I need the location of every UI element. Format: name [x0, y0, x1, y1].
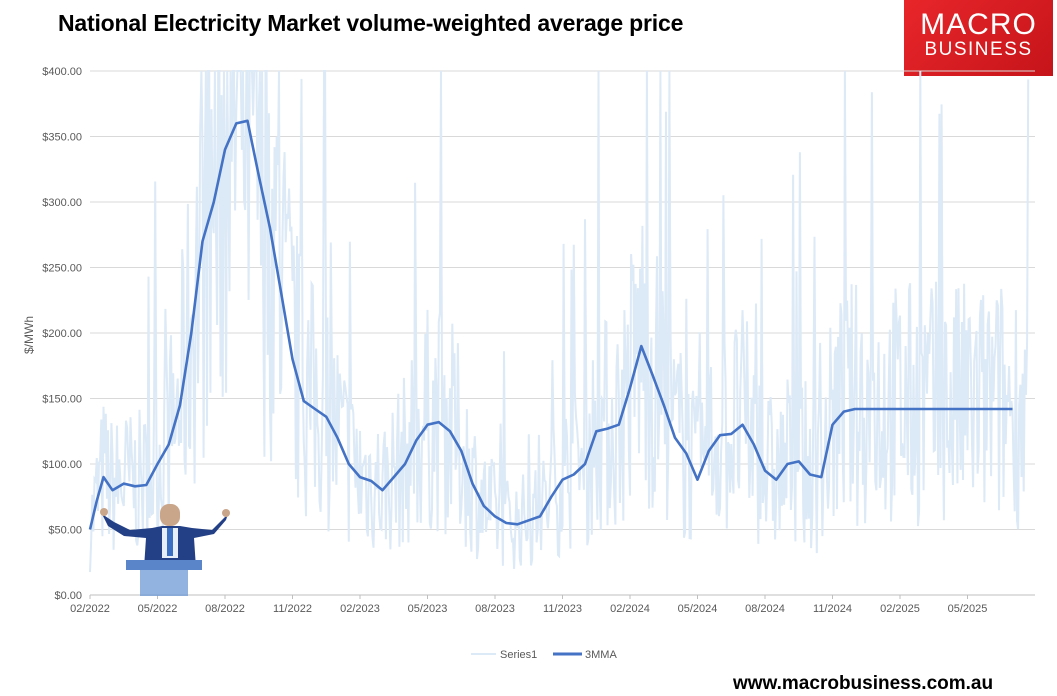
chart-title: National Electricity Market volume-weigh… — [58, 10, 684, 36]
y-tick-label: $350.00 — [42, 132, 82, 144]
y-tick-label: $400.00 — [42, 66, 82, 78]
series1-path — [89, 70, 1030, 573]
y-tick-label: $100.00 — [42, 459, 82, 471]
y-tick-label: $300.00 — [42, 197, 82, 209]
speaker-left-hand — [100, 508, 108, 516]
lectern-top — [126, 560, 202, 570]
y-axis-ticks: $0.00 $50.00 $100.00 $150.00 $200.00 $250.00 $… — [42, 66, 82, 602]
y-tick-label: $150.00 — [42, 394, 82, 406]
lectern-base — [140, 570, 188, 596]
logo-line-1: MACRO — [920, 8, 1037, 41]
x-tick-label: 02/2025 — [880, 603, 920, 615]
x-tick-label: 02/2023 — [340, 603, 380, 615]
x-tick-label: 05/2025 — [948, 603, 988, 615]
series1-line — [89, 70, 1030, 573]
x-tick-label: 08/2022 — [205, 603, 245, 615]
speaker-figure — [100, 504, 230, 596]
y-tick-label: $0.00 — [54, 590, 82, 602]
x-tick-label: 02/2022 — [70, 603, 110, 615]
x-tick-label: 02/2024 — [610, 603, 650, 615]
y-tick-label: $250.00 — [42, 263, 82, 275]
y-axis-label: $/MWh — [22, 316, 36, 354]
y-tick-label: $200.00 — [42, 328, 82, 340]
x-axis-ticks: 02/2022 05/2022 08/2022 11/2022 02/2023 05/20… — [70, 595, 987, 615]
speaker-head — [160, 504, 180, 526]
x-tick-label: 05/2023 — [408, 603, 448, 615]
speaker-right-hand — [222, 509, 230, 517]
x-tick-label: 11/2024 — [813, 603, 852, 615]
3mma-line — [88, 119, 1013, 530]
y-tick-label: $50.00 — [48, 525, 82, 537]
x-tick-label: 11/2022 — [273, 603, 312, 615]
legend: Series1 3MMA — [471, 649, 617, 661]
logo-line-2: BUSINESS — [924, 39, 1033, 60]
legend-3mma-label: 3MMA — [585, 649, 617, 661]
x-tick-label: 08/2023 — [475, 603, 515, 615]
x-tick-label: 11/2023 — [543, 603, 582, 615]
legend-series1-label: Series1 — [500, 649, 537, 661]
footer-url: www.macrobusiness.com.au — [733, 673, 994, 694]
x-tick-label: 05/2024 — [678, 603, 718, 615]
3mma-path — [88, 119, 1013, 530]
macrobusiness-logo: MACRO BUSINESS — [904, 0, 1053, 76]
x-tick-label: 05/2022 — [138, 603, 178, 615]
speaker-tie — [167, 528, 173, 556]
x-tick-label: 08/2024 — [745, 603, 785, 615]
